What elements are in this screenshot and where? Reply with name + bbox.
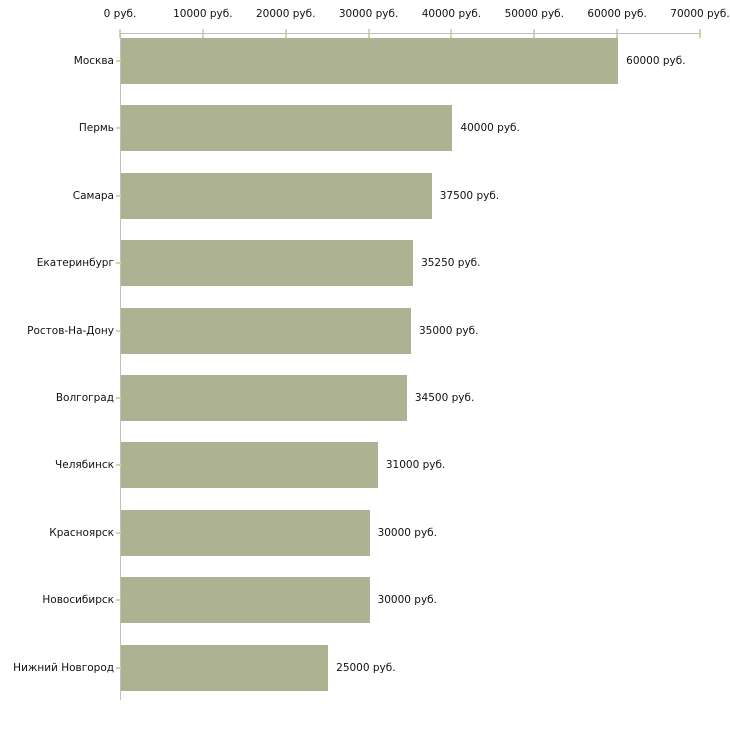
bar (121, 38, 619, 84)
x-axis-tick-label: 30000 руб. (338, 8, 399, 20)
bar-value-label: 35250 руб. (421, 257, 481, 270)
category-label: Москва (73, 55, 114, 67)
bar-value-label: 30000 руб. (377, 526, 437, 539)
bar (121, 442, 378, 489)
category-label: Пермь (78, 122, 114, 135)
bar (121, 577, 370, 624)
x-axis-line (120, 33, 700, 34)
bar-value-label: 37500 руб. (439, 189, 500, 202)
category-label: Екатеринбург (36, 257, 114, 270)
bar (121, 644, 329, 691)
category-label: Ростов-На-Дону (27, 324, 114, 337)
x-axis-tick-mark (699, 29, 701, 38)
x-axis-tick-label: 50000 руб. (504, 8, 564, 20)
category-label: Новосибирск (42, 594, 114, 607)
bar (121, 375, 407, 421)
y-axis-tick-mark (116, 531, 121, 534)
bar (121, 172, 432, 219)
bar (121, 240, 414, 287)
bar-value-label: 40000 руб. (460, 122, 520, 135)
bar (121, 509, 370, 556)
y-axis-tick-mark (116, 599, 121, 602)
x-axis-tick-label: 60000 руб. (587, 8, 647, 20)
y-axis-tick-mark (116, 127, 121, 130)
category-label: Самара (72, 189, 114, 202)
y-axis-tick-mark (116, 666, 121, 669)
bar (121, 307, 411, 354)
bar-value-label: 31000 руб. (385, 459, 446, 472)
category-label: Красноярск (49, 526, 114, 539)
x-axis-tick-label: 70000 руб. (670, 8, 730, 20)
category-label: Челябинск (55, 459, 114, 472)
bar-value-label: 60000 руб. (626, 55, 686, 67)
x-axis-tick-label: 20000 руб. (255, 8, 316, 20)
bar-value-label: 35000 руб. (419, 324, 479, 337)
x-axis-tick-label: 40000 руб. (421, 8, 482, 20)
category-label: Волгоград (55, 392, 114, 404)
y-axis-line (120, 33, 121, 700)
bar (121, 105, 453, 152)
bar-value-label: 30000 руб. (377, 594, 437, 607)
category-label: Нижний Новгород (13, 661, 114, 674)
y-axis-tick-mark (116, 397, 121, 399)
y-axis-tick-mark (116, 464, 121, 467)
bar-value-label: 25000 руб. (336, 661, 396, 674)
bar-value-label: 34500 руб. (414, 392, 475, 404)
x-axis-tick-label: 10000 руб. (173, 8, 233, 20)
y-axis-tick-mark (116, 262, 121, 265)
x-axis-tick-label: 0 руб. (103, 8, 137, 20)
y-axis-tick-mark (116, 194, 121, 197)
y-axis-tick-mark (116, 60, 121, 62)
y-axis-tick-mark (116, 329, 121, 332)
